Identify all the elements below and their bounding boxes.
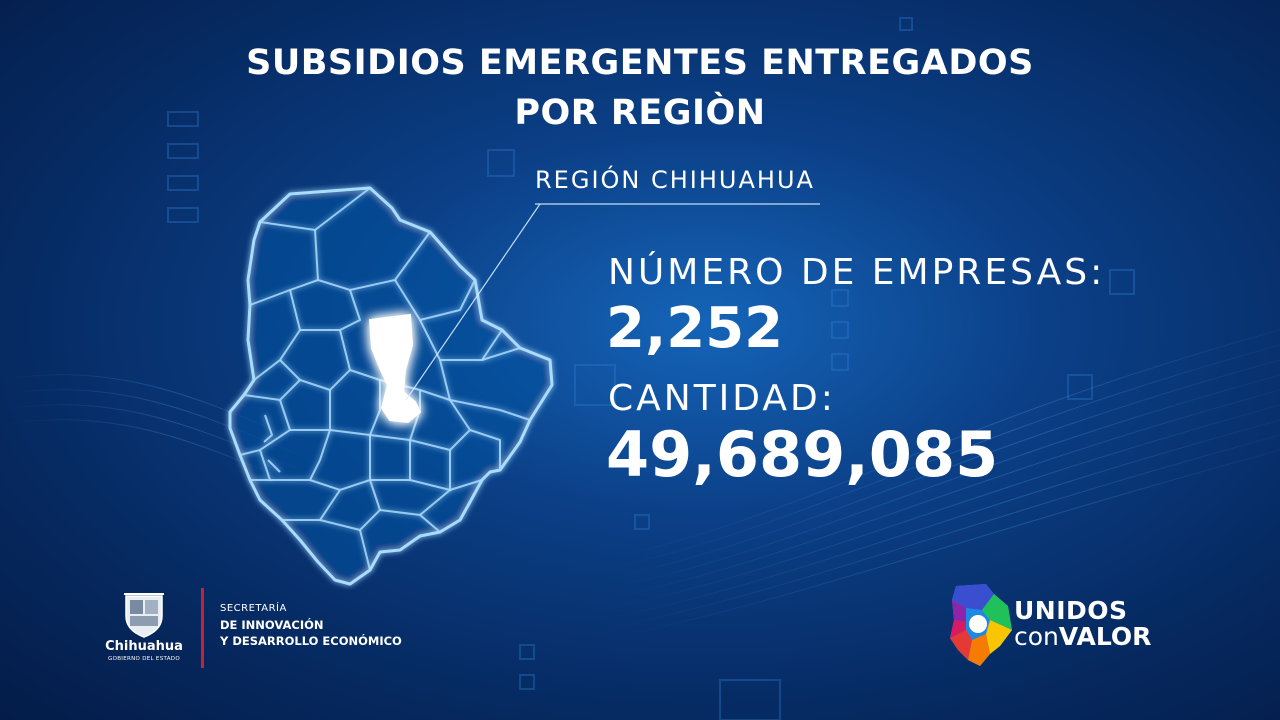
title-line-1: SUBSIDIOS EMERGENTES ENTREGADOS <box>246 43 1034 83</box>
secretariat-line-2: DE INNOVACIÓN <box>220 618 324 632</box>
title-line-2: POR REGIÒN <box>514 93 766 133</box>
region-leader-line <box>405 203 541 401</box>
highlighted-region-chihuahua <box>368 313 422 424</box>
amount-label: CANTIDAD: <box>608 378 836 419</box>
region-label: REGIÓN CHIHUAHUA <box>535 166 815 194</box>
campaign-logo: UNIDOS conVALOR <box>946 580 1186 670</box>
campaign-word-con-valor: conVALOR <box>1014 622 1151 651</box>
campaign-word-unidos: UNIDOS <box>1014 596 1128 625</box>
campaign-word-con: con <box>1014 622 1059 651</box>
footer-divider <box>201 588 204 668</box>
government-name: Chihuahua <box>105 639 183 654</box>
amount-value: 49,689,085 <box>606 418 999 491</box>
secretariat-line-1: SECRETARÍA <box>220 603 287 614</box>
companies-label: NÚMERO DE EMPRESAS: <box>608 252 1106 293</box>
region-label-underline <box>535 203 820 205</box>
campaign-word-valor: VALOR <box>1058 622 1152 651</box>
companies-value: 2,252 <box>606 296 784 361</box>
government-subtitle: GOBIERNO DEL ESTADO <box>108 656 180 662</box>
chihuahua-state-map <box>228 186 554 586</box>
colorful-state-icon <box>950 584 1012 666</box>
page-title: SUBSIDIOS EMERGENTES ENTREGADOS POR REGI… <box>0 38 1280 138</box>
secretariat-line-3: Y DESARROLLO ECONÓMICO <box>220 634 402 648</box>
shield-icon <box>100 590 188 642</box>
